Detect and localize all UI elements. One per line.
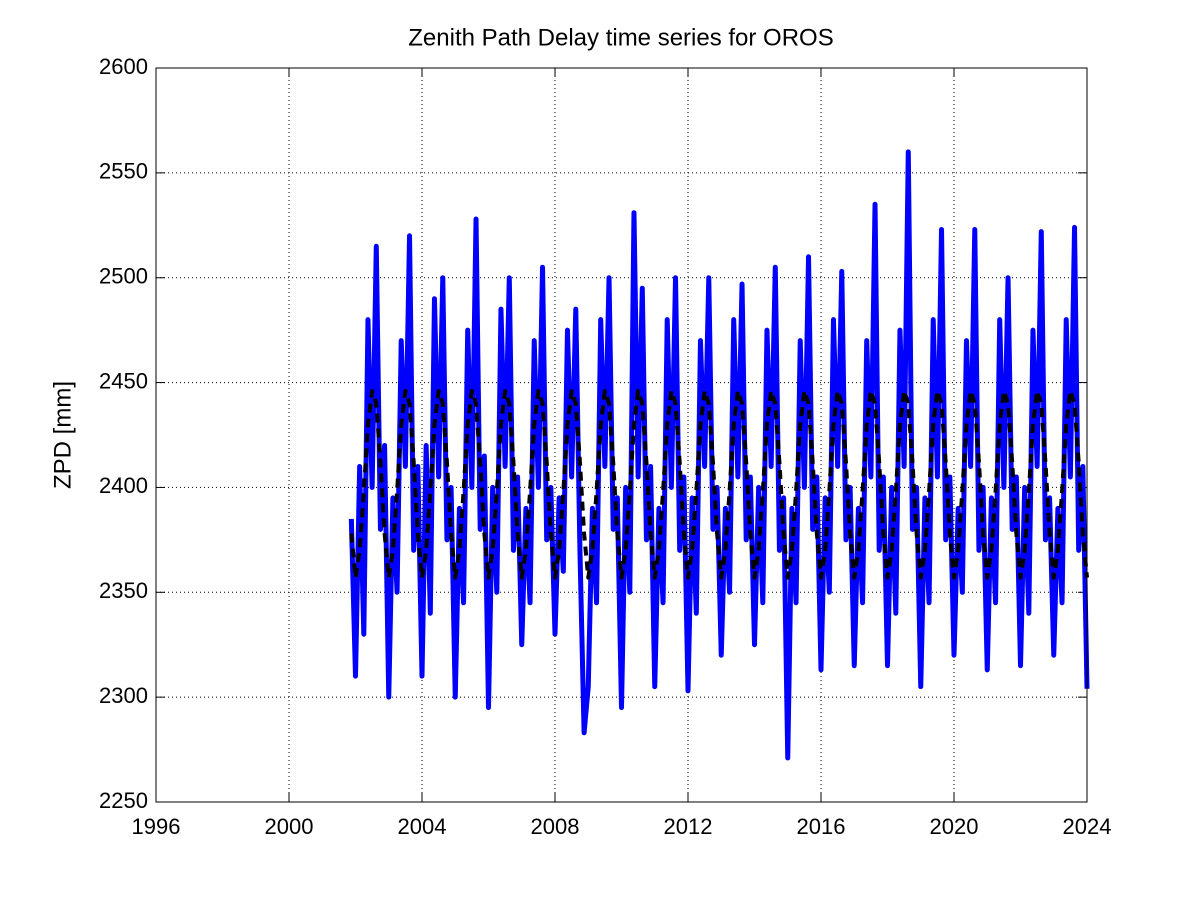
chart-title: Zenith Path Delay time series for OROS: [408, 24, 833, 51]
y-tick-label: 2300: [99, 683, 148, 708]
y-tick-label: 2550: [99, 159, 148, 184]
plot-frame: [155, 67, 1088, 803]
x-tick-label: 2020: [930, 814, 979, 839]
x-tick-label: 2004: [398, 814, 447, 839]
y-tick-label: 2400: [99, 473, 148, 498]
y-tick-label: 2600: [99, 54, 148, 79]
y-axis-label: ZPD [mm]: [49, 381, 76, 489]
series-line: [348, 149, 1090, 761]
x-tick-label: 2012: [664, 814, 713, 839]
y-tick-label: 2250: [99, 788, 148, 813]
x-tick-label: 2016: [797, 814, 846, 839]
y-tick-label: 2500: [99, 264, 148, 289]
y-tick-label: 2350: [99, 578, 148, 603]
x-tick-label: 2008: [531, 814, 580, 839]
series-line: [349, 388, 1089, 580]
y-tick-label: 2450: [99, 368, 148, 393]
x-tick-label: 1996: [132, 814, 181, 839]
x-tick-label: 2024: [1063, 814, 1112, 839]
x-tick-label: 2000: [265, 814, 314, 839]
